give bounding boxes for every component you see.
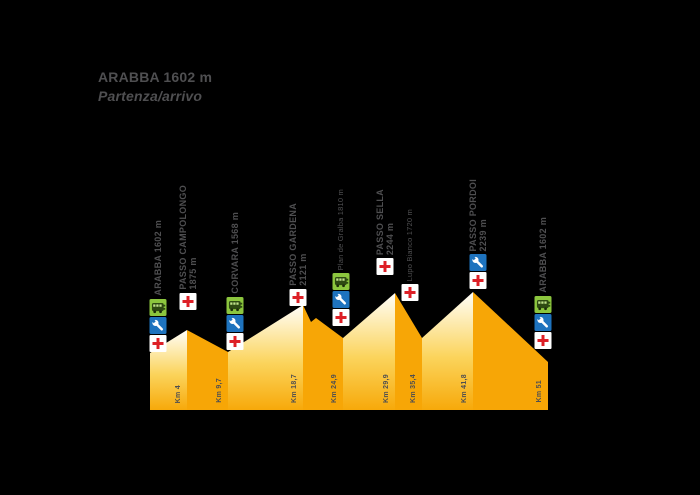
first-aid-cross-icon bbox=[332, 309, 350, 326]
shuttle-bus-icon bbox=[226, 297, 244, 314]
descent-segment-gardena-plandegralba bbox=[303, 305, 343, 410]
services-sella bbox=[376, 258, 394, 275]
services-gardena bbox=[289, 289, 307, 306]
pass-label-sella: PASSO SELLA 2244 m bbox=[375, 188, 395, 255]
first-aid-cross-icon bbox=[149, 335, 167, 352]
pass-label-lupo-bianco: Lupo Bianco 1720 m bbox=[405, 208, 414, 281]
pass-label-campolongo: PASSO CAMPOLONGO 1875 m bbox=[178, 185, 198, 290]
km-label-51: Km 51 bbox=[536, 380, 543, 403]
title-subtitle: Partenza/arrivo bbox=[98, 88, 203, 104]
climb-segment-lupobianco-pordoi bbox=[422, 292, 473, 410]
descent-segment-sella-lupobianco bbox=[395, 293, 422, 410]
wrench-icon bbox=[226, 315, 244, 332]
services-lupo-bianco bbox=[401, 284, 419, 301]
km-label-24-9: Km 24,9 bbox=[331, 374, 338, 403]
title-start-point: ARABBA 1602 m bbox=[98, 69, 213, 85]
services-plan-de-gralba bbox=[332, 273, 350, 326]
km-label-41-8: Km 41,8 bbox=[461, 374, 468, 403]
first-aid-cross-icon bbox=[376, 258, 394, 275]
services-arabba-start bbox=[149, 299, 167, 352]
pass-label-pordoi: PASSO PORDOI 2239 m bbox=[468, 178, 488, 251]
climb-segment-plandegralba-sella bbox=[343, 293, 395, 410]
pass-label-corvara: CORVARA 1568 m bbox=[230, 212, 240, 294]
first-aid-cross-icon bbox=[534, 332, 552, 349]
services-campolongo bbox=[179, 293, 197, 310]
chart-title: ARABBA 1602 m Partenza/arrivo bbox=[98, 69, 212, 104]
climb-segment-corvara-gardena bbox=[228, 305, 303, 410]
shuttle-bus-icon bbox=[149, 299, 167, 316]
pass-label-gardena: PASSO GARDENA 2121 m bbox=[288, 203, 308, 286]
km-label-4: Km 4 bbox=[175, 384, 182, 403]
first-aid-cross-icon bbox=[401, 284, 419, 301]
services-arabba-finish bbox=[534, 296, 552, 349]
km-label-35-4: Km 35,4 bbox=[410, 374, 417, 403]
pass-label-arabba-start: ARABBA 1602 m bbox=[153, 220, 163, 296]
wrench-icon bbox=[149, 317, 167, 334]
services-corvara bbox=[226, 297, 244, 350]
shuttle-bus-icon bbox=[534, 296, 552, 313]
first-aid-cross-icon bbox=[289, 289, 307, 306]
services-pordoi bbox=[469, 254, 487, 289]
wrench-icon bbox=[534, 314, 552, 331]
shuttle-bus-icon bbox=[332, 273, 350, 290]
wrench-icon bbox=[469, 254, 487, 271]
first-aid-cross-icon bbox=[469, 272, 487, 289]
km-label-29-9: Km 29,9 bbox=[383, 374, 390, 403]
first-aid-cross-icon bbox=[226, 333, 244, 350]
descent-segment-pordoi-arabba bbox=[473, 292, 548, 410]
km-label-18-7: Km 18,7 bbox=[291, 374, 298, 403]
descent-segment-campolongo-corvara bbox=[187, 330, 228, 410]
pass-label-arabba-finish: ARABBA 1602 m bbox=[538, 217, 548, 293]
pass-label-plan-de-gralba: Plan de Gralba 1810 m bbox=[336, 188, 345, 270]
first-aid-cross-icon bbox=[179, 293, 197, 310]
wrench-icon bbox=[332, 291, 350, 308]
km-label-9-7: Km 9,7 bbox=[216, 378, 223, 403]
